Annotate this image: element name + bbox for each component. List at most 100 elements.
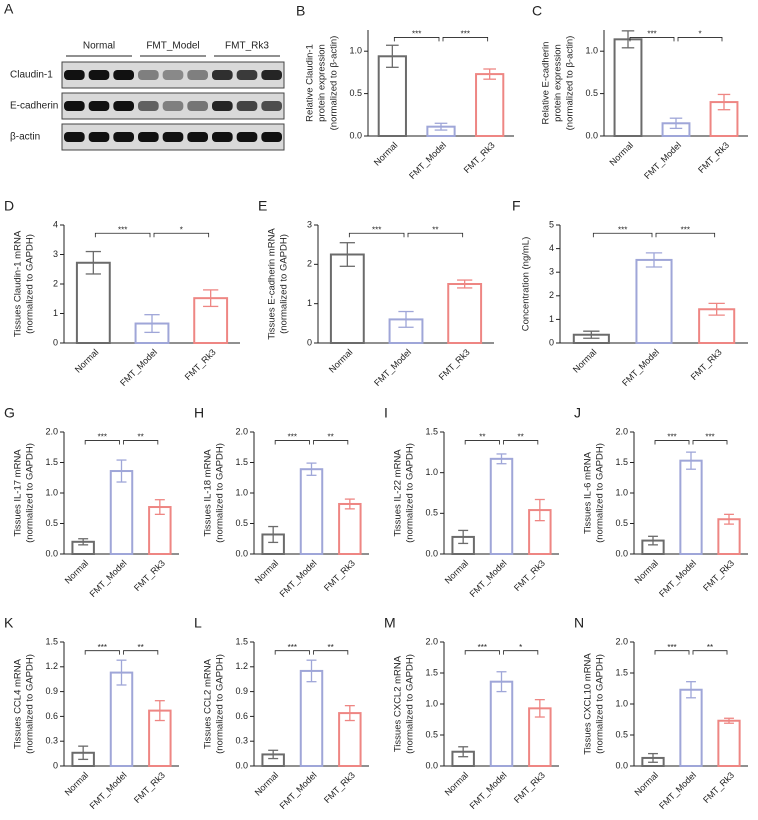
blot-band [187,70,208,80]
x-tick-label: FMT_Model [118,347,159,388]
y-tick-label: 0.5 [349,88,362,98]
y-tick-label: 1.0 [615,487,628,497]
error-bar [386,44,399,68]
error-bar [116,459,127,483]
blot-group-label: FMT_Model [146,41,199,52]
significance-bracket [629,37,675,42]
bar [109,470,134,556]
y-tick-label: 0.0 [425,548,438,558]
significance-label: * [698,30,701,39]
error-bar [458,746,469,758]
error-bar [144,314,160,334]
y-tick-label: 1.0 [349,46,362,56]
blot-group-label: Normal [83,41,115,52]
x-tick-label: FMT_Rk3 [322,770,357,805]
significance-bracket [94,232,151,238]
error-bar [268,749,279,760]
significance-bracket [393,37,440,42]
x-tick-label: Normal [571,347,599,375]
y-tick-label: 1.0 [615,698,628,708]
blot-row-label: E-cadherin [10,101,58,112]
x-tick-label: Normal [253,558,281,586]
panel-letter: F [512,198,521,214]
significance-label: *** [705,433,714,442]
blot-band [261,101,282,111]
x-tick-label: FMT_Rk3 [183,347,218,382]
y-tick-label: 0 [53,760,58,770]
error-bar [621,30,635,49]
y-axis-label: Tissues IL-18 mRNA [203,449,214,537]
y-tick-label: 0.0 [615,760,628,770]
blot-band [162,132,184,142]
significance-bracket [464,650,500,655]
y-tick-label: 2 [549,290,554,300]
significance-bracket [84,650,120,655]
y-tick-label: 1.2 [45,661,58,671]
error-bar [154,499,165,515]
y-tick-label: 2.0 [425,636,438,646]
bar [635,258,673,345]
error-bar [154,700,165,722]
y-axis-label: Tissues E-cadherin mRNA [267,228,278,340]
blot-band [236,70,258,80]
panel-letter: A [4,1,14,17]
significance-label: ** [328,433,334,442]
x-tick-label: Normal [327,347,355,375]
panel-letter: H [194,405,204,421]
significance-label: *** [98,433,107,442]
blot-band [236,132,258,142]
blot-band [212,70,233,80]
y-axis-label: Relative Claudin-1 [305,44,316,122]
x-tick-label: FMT_Rk3 [701,558,736,593]
error-bar [669,117,683,130]
blot-band [212,132,233,142]
y-axis-label: (normalized to β-actin) [565,36,576,131]
bar [329,253,365,344]
y-axis-label: Tissues IL-17 mRNA [13,449,24,537]
y-axis-label: Tissues IL-22 mRNA [393,449,404,537]
y-axis-label: Tissues Claudin-1 mRNA [13,230,24,337]
significance-bracket [153,232,210,238]
y-tick-label: 1.5 [615,457,628,467]
y-axis-label: Concentration (ng/mL) [521,237,532,332]
significance-bracket [442,37,489,42]
y-tick-label: 1.5 [45,636,58,646]
blot-band [113,70,134,80]
y-axis-label: (normalized to GAPDH) [405,443,416,543]
x-tick-label: Normal [73,347,101,375]
y-axis-label: Relative E-cadherin [541,42,552,125]
y-tick-label: 1 [53,308,58,318]
y-axis-label: Tissues CXCL10 mRNA [583,653,594,755]
significance-label: *** [412,30,421,39]
bar [709,101,739,137]
y-tick-label: 2.0 [615,426,628,436]
significance-bracket [464,440,500,445]
significance-label: *** [667,433,676,442]
significance-bracket [348,232,405,238]
x-tick-label: FMT_Rk3 [512,770,547,805]
x-tick-label: FMT_Rk3 [462,140,497,175]
bar [75,261,111,345]
y-axis-label: (normalized to GAPDH) [215,443,226,543]
error-bar [116,659,127,686]
bar [338,502,362,556]
significance-label: ** [479,433,485,442]
error-bar [339,242,355,267]
significance-label: *** [288,433,297,442]
significance-bracket [677,37,723,42]
significance-label: * [519,643,522,652]
y-tick-label: 1.5 [45,457,58,467]
y-tick-label: 2.0 [235,426,248,436]
y-axis-label: Tissues CXCL2 mRNA [393,655,404,752]
x-tick-label: FMT_Rk3 [437,347,472,382]
x-tick-label: Normal [443,770,471,798]
significance-label: ** [138,433,144,442]
panel-letter: D [4,198,14,214]
y-tick-label: 0.0 [235,760,248,770]
y-axis-label: (normalized to GAPDH) [25,234,36,334]
significance-label: *** [647,30,656,39]
y-axis-label: Tissues IL-6 mRNA [583,451,594,534]
y-tick-label: 0.3 [235,736,248,746]
significance-label: ** [518,433,524,442]
